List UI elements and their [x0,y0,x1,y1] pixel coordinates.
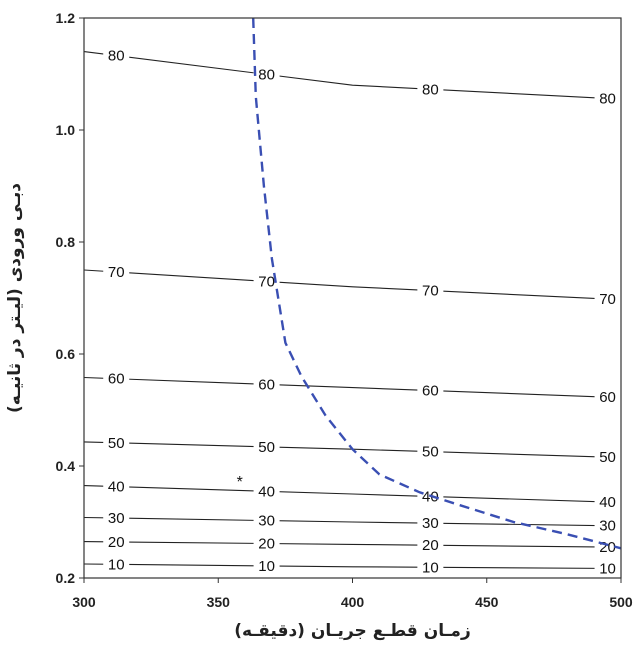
contour-label-bg [253,273,280,290]
contour-label-bg [253,438,280,455]
contour-label-50: 50 [422,444,439,461]
contour-label-bg [594,291,621,308]
contour-label-10: 10 [422,559,439,576]
contour-label-bg [253,376,280,393]
x-tick-label: 450 [475,594,499,610]
y-axis-ticks: 0.2 0.4 0.6 0.8 1.0 1.2 [56,10,84,586]
y-axis-title: دبـی ورودی (لیـتر در ثانیـه) [5,183,25,413]
contour-label-bg [417,282,444,299]
contour-label-40: 40 [108,479,125,496]
contour-label-60: 60 [108,371,125,388]
contour-line-80 [83,51,622,100]
contour-label-bg [594,493,621,510]
x-tick-label: 400 [341,594,365,610]
x-tick-label: 300 [72,594,96,610]
contour-label-bg [103,556,130,573]
y-tick-label: 1.0 [56,122,76,138]
x-tick-label: 500 [609,594,633,610]
y-tick-label: 0.8 [56,234,76,250]
contour-label-bg [417,382,444,399]
contour-label-30: 30 [258,513,275,530]
contour-label-10: 10 [258,558,275,575]
contour-label-10: 10 [108,556,125,573]
contour-label-bg [417,515,444,532]
y-tick-label: 1.2 [56,10,76,26]
contour-label-30: 30 [108,510,125,527]
contour-label-bg [594,449,621,466]
contour-label-bg [253,66,280,83]
x-axis-ticks: 300 350 400 450 500 [72,578,633,610]
y-tick-label: 0.2 [56,570,76,586]
y-tick-label: 0.6 [56,346,76,362]
contour-line-30 [83,516,622,527]
contour-label-bg [594,560,621,577]
contour-label-bg [253,512,280,529]
contour-label-bg [253,483,280,500]
contour-label-50: 50 [108,435,125,452]
contour-label-40: 40 [599,494,616,511]
contour-label-20: 20 [258,536,275,553]
contour-label-50: 50 [599,449,616,466]
contour-label-bg [594,90,621,107]
contour-label-60: 60 [599,389,616,406]
contour-label-30: 30 [422,515,439,532]
star-marker: * [237,474,243,491]
contour-label-bg [103,264,130,281]
contour-line-20 [83,541,622,548]
contour-label-bg [253,535,280,552]
contour-label-80: 80 [258,66,275,83]
contour-label-20: 20 [599,539,616,556]
contour-label-bg [417,559,444,576]
contour-label-80: 80 [599,91,616,108]
contour-label-80: 80 [108,48,125,65]
contour-label-30: 30 [599,518,616,535]
contour-label-70: 70 [599,291,616,308]
contour-label-bg [103,478,130,495]
x-tick-label: 350 [207,594,231,610]
contour-line-10 [83,563,622,570]
contour-line-40 [83,485,622,503]
contour-label-60: 60 [422,383,439,400]
contour-label-bg [594,389,621,406]
contour-line-60 [83,376,622,399]
contour-label-10: 10 [599,560,616,577]
contour-label-40: 40 [258,483,275,500]
contour-label-bg [103,434,130,451]
contour-label-bg [103,47,130,64]
contour-label-20: 20 [422,537,439,554]
contour-line-70 [83,269,622,301]
contour-label-70: 70 [422,283,439,300]
contour-label-bg [253,557,280,574]
contour-label-70: 70 [258,273,275,290]
x-axis-title: زمـان قطـع جریـان (دقیقـه) [234,621,471,641]
contour-label-50: 50 [258,439,275,456]
contour-label-60: 60 [258,376,275,393]
dashed-boundary-curve [252,17,622,550]
contour-label-bg [417,443,444,460]
contour-label-80: 80 [422,81,439,98]
contour-label-70: 70 [108,264,125,281]
contour-label-bg [103,370,130,387]
contour-label-bg [417,81,444,98]
contour-label-20: 20 [108,534,125,551]
contour-label-bg [594,517,621,534]
y-tick-label: 0.4 [56,458,76,474]
contour-label-bg [103,510,130,527]
contour-label-bg [417,537,444,554]
contour-label-bg [103,533,130,550]
